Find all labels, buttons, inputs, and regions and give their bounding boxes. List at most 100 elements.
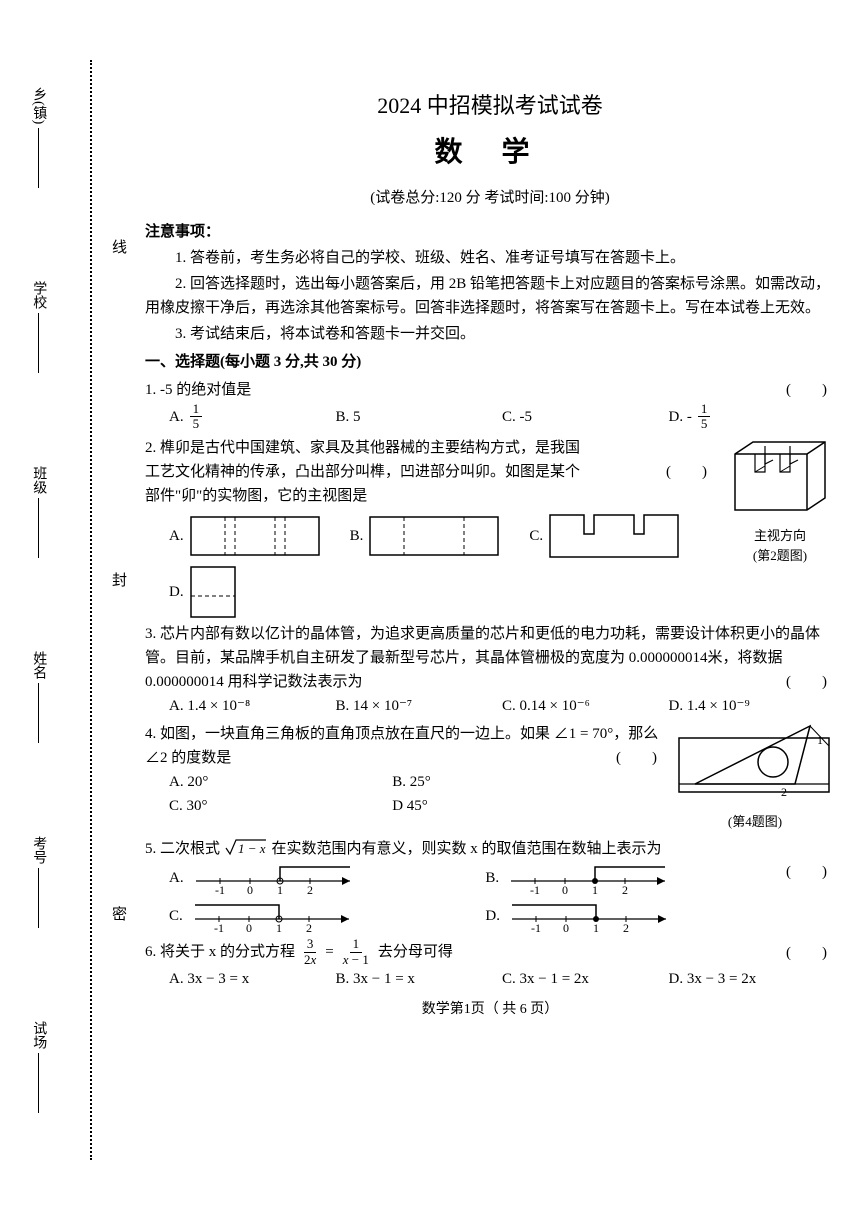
q6-opt-b: B. 3x − 1 = x — [336, 967, 503, 991]
exam-subject: 数 学 — [145, 131, 835, 176]
svg-text:1: 1 — [593, 921, 599, 933]
svg-text:0: 0 — [562, 883, 568, 895]
q2-options: A. B. — [145, 514, 713, 618]
q5-options: A. -1 0 1 2 B. — [145, 861, 835, 933]
svg-text:2: 2 — [307, 883, 313, 895]
q4-figure: 1 2 (第4题图) — [675, 722, 835, 833]
question-3: 3. 芯片内部有数以亿计的晶体管，为追求更高质量的芯片和更低的电力功耗，需要设计… — [145, 622, 835, 718]
svg-text:1: 1 — [276, 921, 282, 933]
q3-text: 3. 芯片内部有数以亿计的晶体管，为追求更高质量的芯片和更低的电力功耗，需要设计… — [145, 622, 835, 694]
svg-text:1: 1 — [592, 883, 598, 895]
q5-opt-d: D. -1 0 1 2 — [485, 899, 791, 933]
notice-1: 1. 答卷前，考生务必将自己的学校、班级、姓名、准考证号填写在答题卡上。 — [145, 246, 835, 270]
question-4: 4. 如图，一块直角三角板的直角顶点放在直尺的一边上。如果 ∠1 = 70°，那… — [145, 722, 835, 833]
notice-3: 3. 考试结束后，将本试卷和答题卡一并交回。 — [145, 322, 835, 346]
svg-text:-1: -1 — [215, 883, 225, 895]
q5-fig-a: -1 0 1 2 — [190, 861, 360, 895]
question-2: 2. 榫卯是古代中国建筑、家具及其他器械的主要结构方式，是我国工艺文化精神的传承… — [145, 436, 835, 618]
question-5: 5. 二次根式 1 − x 在实数范围内有意义，则实数 x 的取值范围在数轴上表… — [145, 836, 835, 933]
q6-opt-c: C. 3x − 1 = 2x — [502, 967, 669, 991]
q6-opt-d: D. 3x − 3 = 2x — [669, 967, 836, 991]
seal-char-1: 线 — [110, 239, 130, 254]
answer-blank-3: ( ) — [786, 670, 835, 694]
q6-text: 6. 将关于 x 的分式方程 32x = 1x − 1 去分母可得 — [145, 937, 835, 967]
q6-opt-a: A. 3x − 3 = x — [169, 967, 336, 991]
svg-text:1: 1 — [277, 883, 283, 895]
q4-opt-b: B. 25° — [392, 770, 615, 794]
page-footer: 数学第1页（ 共 6 页） — [145, 999, 835, 1021]
q3-options: A. 1.4 × 10⁻⁸ B. 14 × 10⁻⁷ C. 0.14 × 10⁻… — [145, 694, 835, 718]
svg-text:-1: -1 — [214, 921, 224, 933]
q2-text: 2. 榫卯是古代中国建筑、家具及其他器械的主要结构方式，是我国工艺文化精神的传承… — [145, 436, 713, 508]
q2-opt-a: A. — [169, 514, 320, 558]
q2-fig-a — [190, 516, 320, 556]
seal-char-2: 封 — [110, 572, 130, 587]
q5-fig-c: -1 0 1 2 — [189, 899, 359, 933]
svg-text:0: 0 — [246, 921, 252, 933]
field-name: 姓名 — [27, 651, 49, 743]
q2-3d-figure: 主视方向 (第2题图) — [725, 436, 835, 568]
svg-text:-1: -1 — [531, 921, 541, 933]
q2-fig-d — [190, 566, 236, 618]
exam-title: 2024 中招模拟考试试卷 — [145, 88, 835, 123]
q4-options: A. 20° B. 25° C. 30° D 45° — [145, 770, 665, 818]
q5-fig-d: -1 0 1 2 — [506, 899, 676, 933]
svg-text:0: 0 — [563, 921, 569, 933]
q2-opt-d: D. — [169, 566, 236, 618]
section1-heading: 一、选择题(每小题 3 分,共 30 分) — [145, 350, 835, 374]
svg-text:1: 1 — [817, 733, 823, 747]
svg-text:2: 2 — [623, 921, 629, 933]
field-examid: 考号 — [27, 836, 49, 928]
svg-text:2: 2 — [781, 785, 787, 799]
sqrt-icon: 1 − x — [224, 836, 268, 858]
question-1: 1. -5 的绝对值是 ( ) A. 15 B. 5 C. -5 D. - 15 — [145, 378, 835, 432]
field-class: 班级 — [27, 466, 49, 558]
q2-view-label: 主视方向 — [725, 526, 835, 547]
notice-heading: 注意事项： — [145, 220, 835, 244]
seal-char-3: 密 — [110, 906, 130, 921]
field-school: 学校 — [27, 281, 49, 373]
q2-fig-b — [369, 516, 499, 556]
q1-opt-b: B. 5 — [336, 402, 503, 432]
field-township: 乡(镇) — [27, 87, 49, 188]
q5-text: 5. 二次根式 1 − x 在实数范围内有意义，则实数 x 的取值范围在数轴上表… — [145, 836, 835, 861]
field-room: 试场 — [27, 1021, 49, 1113]
q1-opt-a: A. 15 — [169, 402, 336, 432]
svg-text:2: 2 — [306, 921, 312, 933]
q5-fig-b: -1 0 1 2 — [505, 861, 675, 895]
seal-dotted-line — [90, 60, 92, 1160]
q1-text: 1. -5 的绝对值是 — [145, 378, 835, 402]
q5-opt-c: C. -1 0 1 2 — [169, 899, 475, 933]
q3-opt-d: D. 1.4 × 10⁻⁹ — [669, 694, 836, 718]
answer-blank-6: ( ) — [786, 941, 835, 965]
q3-opt-b: B. 14 × 10⁻⁷ — [336, 694, 503, 718]
answer-blank-1: ( ) — [786, 378, 835, 402]
student-info-sidebar: 乡(镇) 学校 班级 姓名 考号 试场 — [8, 40, 68, 1160]
q3-opt-c: C. 0.14 × 10⁻⁶ — [502, 694, 669, 718]
svg-text:-1: -1 — [530, 883, 540, 895]
q5-opt-a: A. -1 0 1 2 — [169, 861, 475, 895]
q6-options: A. 3x − 3 = x B. 3x − 1 = x C. 3x − 1 = … — [145, 967, 835, 991]
answer-blank-5: ( ) — [786, 860, 835, 884]
q4-caption: (第4题图) — [675, 812, 835, 833]
q2-opt-c: C. — [529, 514, 679, 558]
seal-labels: 线 封 密 — [110, 80, 130, 1080]
answer-blank-4: ( ) — [616, 746, 665, 770]
q1-opt-c: C. -5 — [502, 402, 669, 432]
svg-text:0: 0 — [247, 883, 253, 895]
q2-opt-b: B. — [350, 514, 500, 558]
svg-text:1 − x: 1 − x — [238, 841, 266, 856]
q3-opt-a: A. 1.4 × 10⁻⁸ — [169, 694, 336, 718]
question-6: 6. 将关于 x 的分式方程 32x = 1x − 1 去分母可得 ( ) A.… — [145, 937, 835, 991]
q2-caption: (第2题图) — [725, 546, 835, 567]
q4-opt-c: C. 30° — [169, 794, 392, 818]
q1-opt-d: D. - 15 — [669, 402, 836, 432]
svg-text:2: 2 — [622, 883, 628, 895]
q4-text: 4. 如图，一块直角三角板的直角顶点放在直尺的一边上。如果 ∠1 = 70°，那… — [145, 722, 665, 770]
q2-fig-c — [549, 514, 679, 558]
q4-opt-d: D 45° — [392, 794, 615, 818]
q4-opt-a: A. 20° — [169, 770, 392, 794]
answer-blank-2: ( ) — [666, 460, 715, 484]
q5-opt-b: B. -1 0 1 2 — [485, 861, 791, 895]
exam-info: (试卷总分:120 分 考试时间:100 分钟) — [145, 186, 835, 210]
